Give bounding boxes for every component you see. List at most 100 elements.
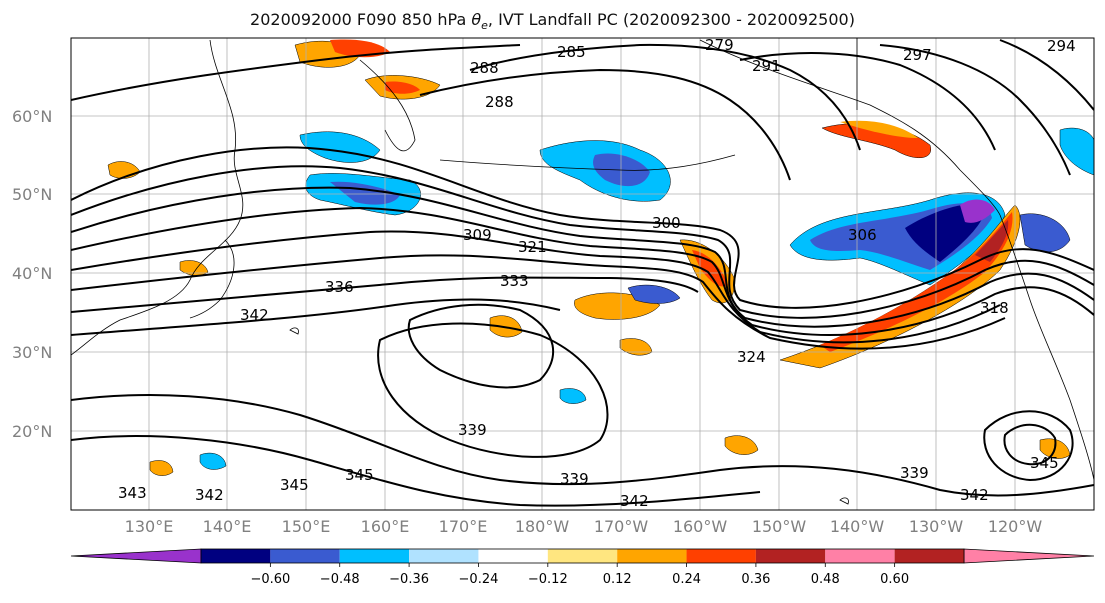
latitude-labels: 60°N 50°N 40°N 30°N 20°N (12, 107, 52, 441)
positive-anomaly-blob (149, 460, 174, 476)
contour-label: 339 (900, 464, 929, 482)
contour-line (71, 254, 1006, 350)
contour-line (71, 276, 699, 313)
contour-label: 342 (960, 486, 989, 504)
contour-line (879, 44, 1071, 176)
contour-label: 345 (280, 476, 309, 494)
longitude-label: 130°E (125, 517, 174, 536)
theta-e-contours (71, 39, 1094, 507)
latitude-label: 20°N (12, 422, 52, 441)
colorbar-min-arrow (70, 548, 202, 564)
latitude-label: 30°N (12, 343, 52, 362)
contour-label: 342 (195, 486, 224, 504)
contour-line (739, 52, 996, 151)
contour-label: 343 (118, 484, 147, 502)
positive-anomaly-blob (840, 120, 918, 138)
contour-line (71, 394, 1094, 497)
longitude-label: 140°E (203, 517, 252, 536)
longitude-label: 120°W (988, 517, 1043, 536)
contour-line (71, 298, 561, 336)
contour-label: 345 (345, 466, 374, 484)
colorbar-frame (200, 548, 965, 564)
contour-line (71, 186, 1094, 328)
map-title: 2020092000 F090 850 hPa θe, IVT Landfall… (0, 10, 1105, 32)
colorbar-tick-label: 0.60 (880, 572, 909, 587)
contour-line (407, 303, 554, 389)
contour-labels: 285 288 288 279 291 297 294 309 321 300 … (118, 36, 1076, 510)
graticule (71, 38, 1094, 510)
contour-label: 321 (518, 238, 547, 256)
north-america-coastline (999, 214, 1094, 481)
negative-anomaly-blob (559, 388, 587, 404)
map-frame (70, 37, 1095, 511)
colorbar-tick-label: −0.36 (389, 572, 429, 587)
contour-line (377, 322, 609, 458)
positive-anomaly-blob (724, 435, 759, 455)
colorbar-tick-label: −0.48 (320, 572, 360, 587)
longitude-labels: 130°E 140°E 150°E 160°E 170°E 180°W 170°… (125, 517, 1043, 536)
colorbar-segment (478, 549, 548, 563)
colorbar-tick-label: −0.12 (528, 572, 568, 587)
contour-line (71, 146, 1094, 309)
colorbar-segment (686, 549, 756, 563)
colorbar-tick-label: −0.60 (250, 572, 290, 587)
contour-label: 342 (240, 306, 269, 324)
contour-line (983, 410, 1074, 482)
colorbar-segment (825, 549, 895, 563)
positive-anomaly-blob (385, 81, 420, 94)
contour-label: 306 (848, 226, 877, 244)
contour-label: 297 (903, 46, 932, 64)
latitude-label: 60°N (12, 107, 52, 126)
contour-line (71, 44, 521, 101)
colorbar-segment (755, 549, 826, 563)
negative-anomaly-blob (627, 284, 681, 304)
title-prefix: 2020092000 F090 850 hPa (250, 10, 472, 29)
longitude-label: 160°E (361, 517, 410, 536)
contour-label: 279 (705, 36, 734, 54)
negative-anomaly-blob (199, 452, 227, 470)
colorbar-segment (547, 549, 618, 563)
colorbar-tick-label: 0.48 (811, 572, 840, 587)
title-suffix: , IVT Landfall PC (2020092300 - 20200925… (487, 10, 855, 29)
coastlines (71, 39, 1094, 505)
positive-anomaly-blob (692, 250, 728, 287)
positive-anomaly-blob (820, 212, 1013, 352)
contour-label: 324 (737, 348, 766, 366)
contour-line (71, 435, 761, 507)
contour-label: 294 (1047, 37, 1076, 55)
contour-line (71, 230, 1001, 344)
contour-line (999, 39, 1094, 111)
positive-anomaly-blob (975, 220, 1009, 262)
contour-line (71, 206, 1094, 336)
aleutian-chain (439, 154, 736, 171)
longitude-label: 180°W (515, 517, 570, 536)
colorbar-tick-label: 0.12 (603, 572, 632, 587)
colorbar-tick-label: 0.24 (672, 572, 701, 587)
pacific-island (839, 497, 849, 505)
contour-label: 309 (463, 226, 492, 244)
contour-label: 288 (485, 93, 514, 111)
latitude-label: 40°N (12, 264, 52, 283)
positive-anomaly-blob (330, 39, 390, 58)
latitude-label: 50°N (12, 185, 52, 204)
contour-line (469, 43, 861, 151)
longitude-label: 150°W (752, 517, 807, 536)
contour-label: 288 (470, 59, 499, 77)
contour-label: 339 (458, 421, 487, 439)
longitude-label: 170°E (439, 517, 488, 536)
colorbar-segment (894, 549, 964, 563)
colorbar-tick-label: −0.24 (459, 572, 499, 587)
colorbar-segment (270, 549, 340, 563)
longitude-label: 140°W (830, 517, 885, 536)
contour-label: 333 (500, 272, 529, 290)
contour-line (71, 165, 1094, 319)
colorbar-tick-label: 0.36 (741, 572, 770, 587)
contour-label: 291 (752, 57, 781, 75)
kamchatka-coastline (359, 59, 416, 152)
title-theta: θ (471, 10, 482, 29)
longitude-label: 130°W (909, 517, 964, 536)
contour-label: 336 (325, 278, 354, 296)
longitude-label: 170°W (594, 517, 649, 536)
contour-label: 300 (652, 214, 681, 232)
